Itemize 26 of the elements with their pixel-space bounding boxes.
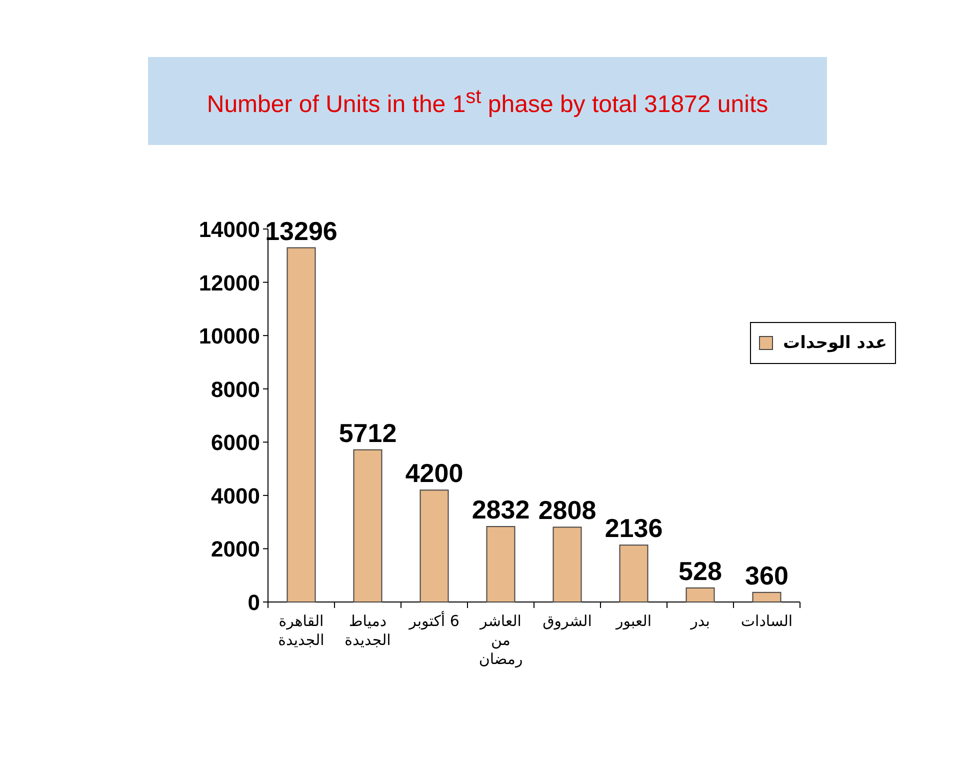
y-tick-label: 8000	[211, 376, 260, 402]
y-tick-label: 2000	[211, 536, 260, 562]
data-label: 13296	[265, 216, 338, 246]
x-tick-label: الشروق	[542, 612, 593, 631]
x-tick-label: دمياط الجديدة	[344, 612, 392, 650]
title: Number of Units in the 1$^{st}$ phase by total 31872 units	[206, 85, 770, 120]
data-label: 2136	[604, 513, 663, 544]
x-tick-label: العاشر من رمضان	[478, 612, 524, 669]
legend-label: عدد الوحدات	[783, 333, 887, 353]
y-tick-label: 14000	[198, 217, 260, 242]
data-label: 5712	[338, 418, 397, 448]
y-tick-label: 6000	[211, 430, 260, 456]
data-label: 360	[745, 560, 788, 590]
y-tick-label: 0	[248, 590, 260, 615]
data-label: 2808	[538, 495, 596, 526]
data-label: 2832	[472, 494, 530, 525]
x-tick-label: بدر	[689, 612, 711, 631]
x-tick-label: السادات	[740, 612, 794, 631]
y-tick-label: 10000	[198, 324, 260, 349]
x-tick-label: 6 أكتوبر	[408, 612, 460, 631]
data-label: 4200	[405, 458, 464, 488]
data-label: 528	[678, 556, 722, 586]
x-tick-label: العبور	[614, 612, 652, 631]
x-tick-label: القاهرة الجديدة	[277, 612, 326, 650]
y-tick-label: 4000	[211, 483, 260, 508]
y-tick-label: 12000	[198, 270, 260, 296]
